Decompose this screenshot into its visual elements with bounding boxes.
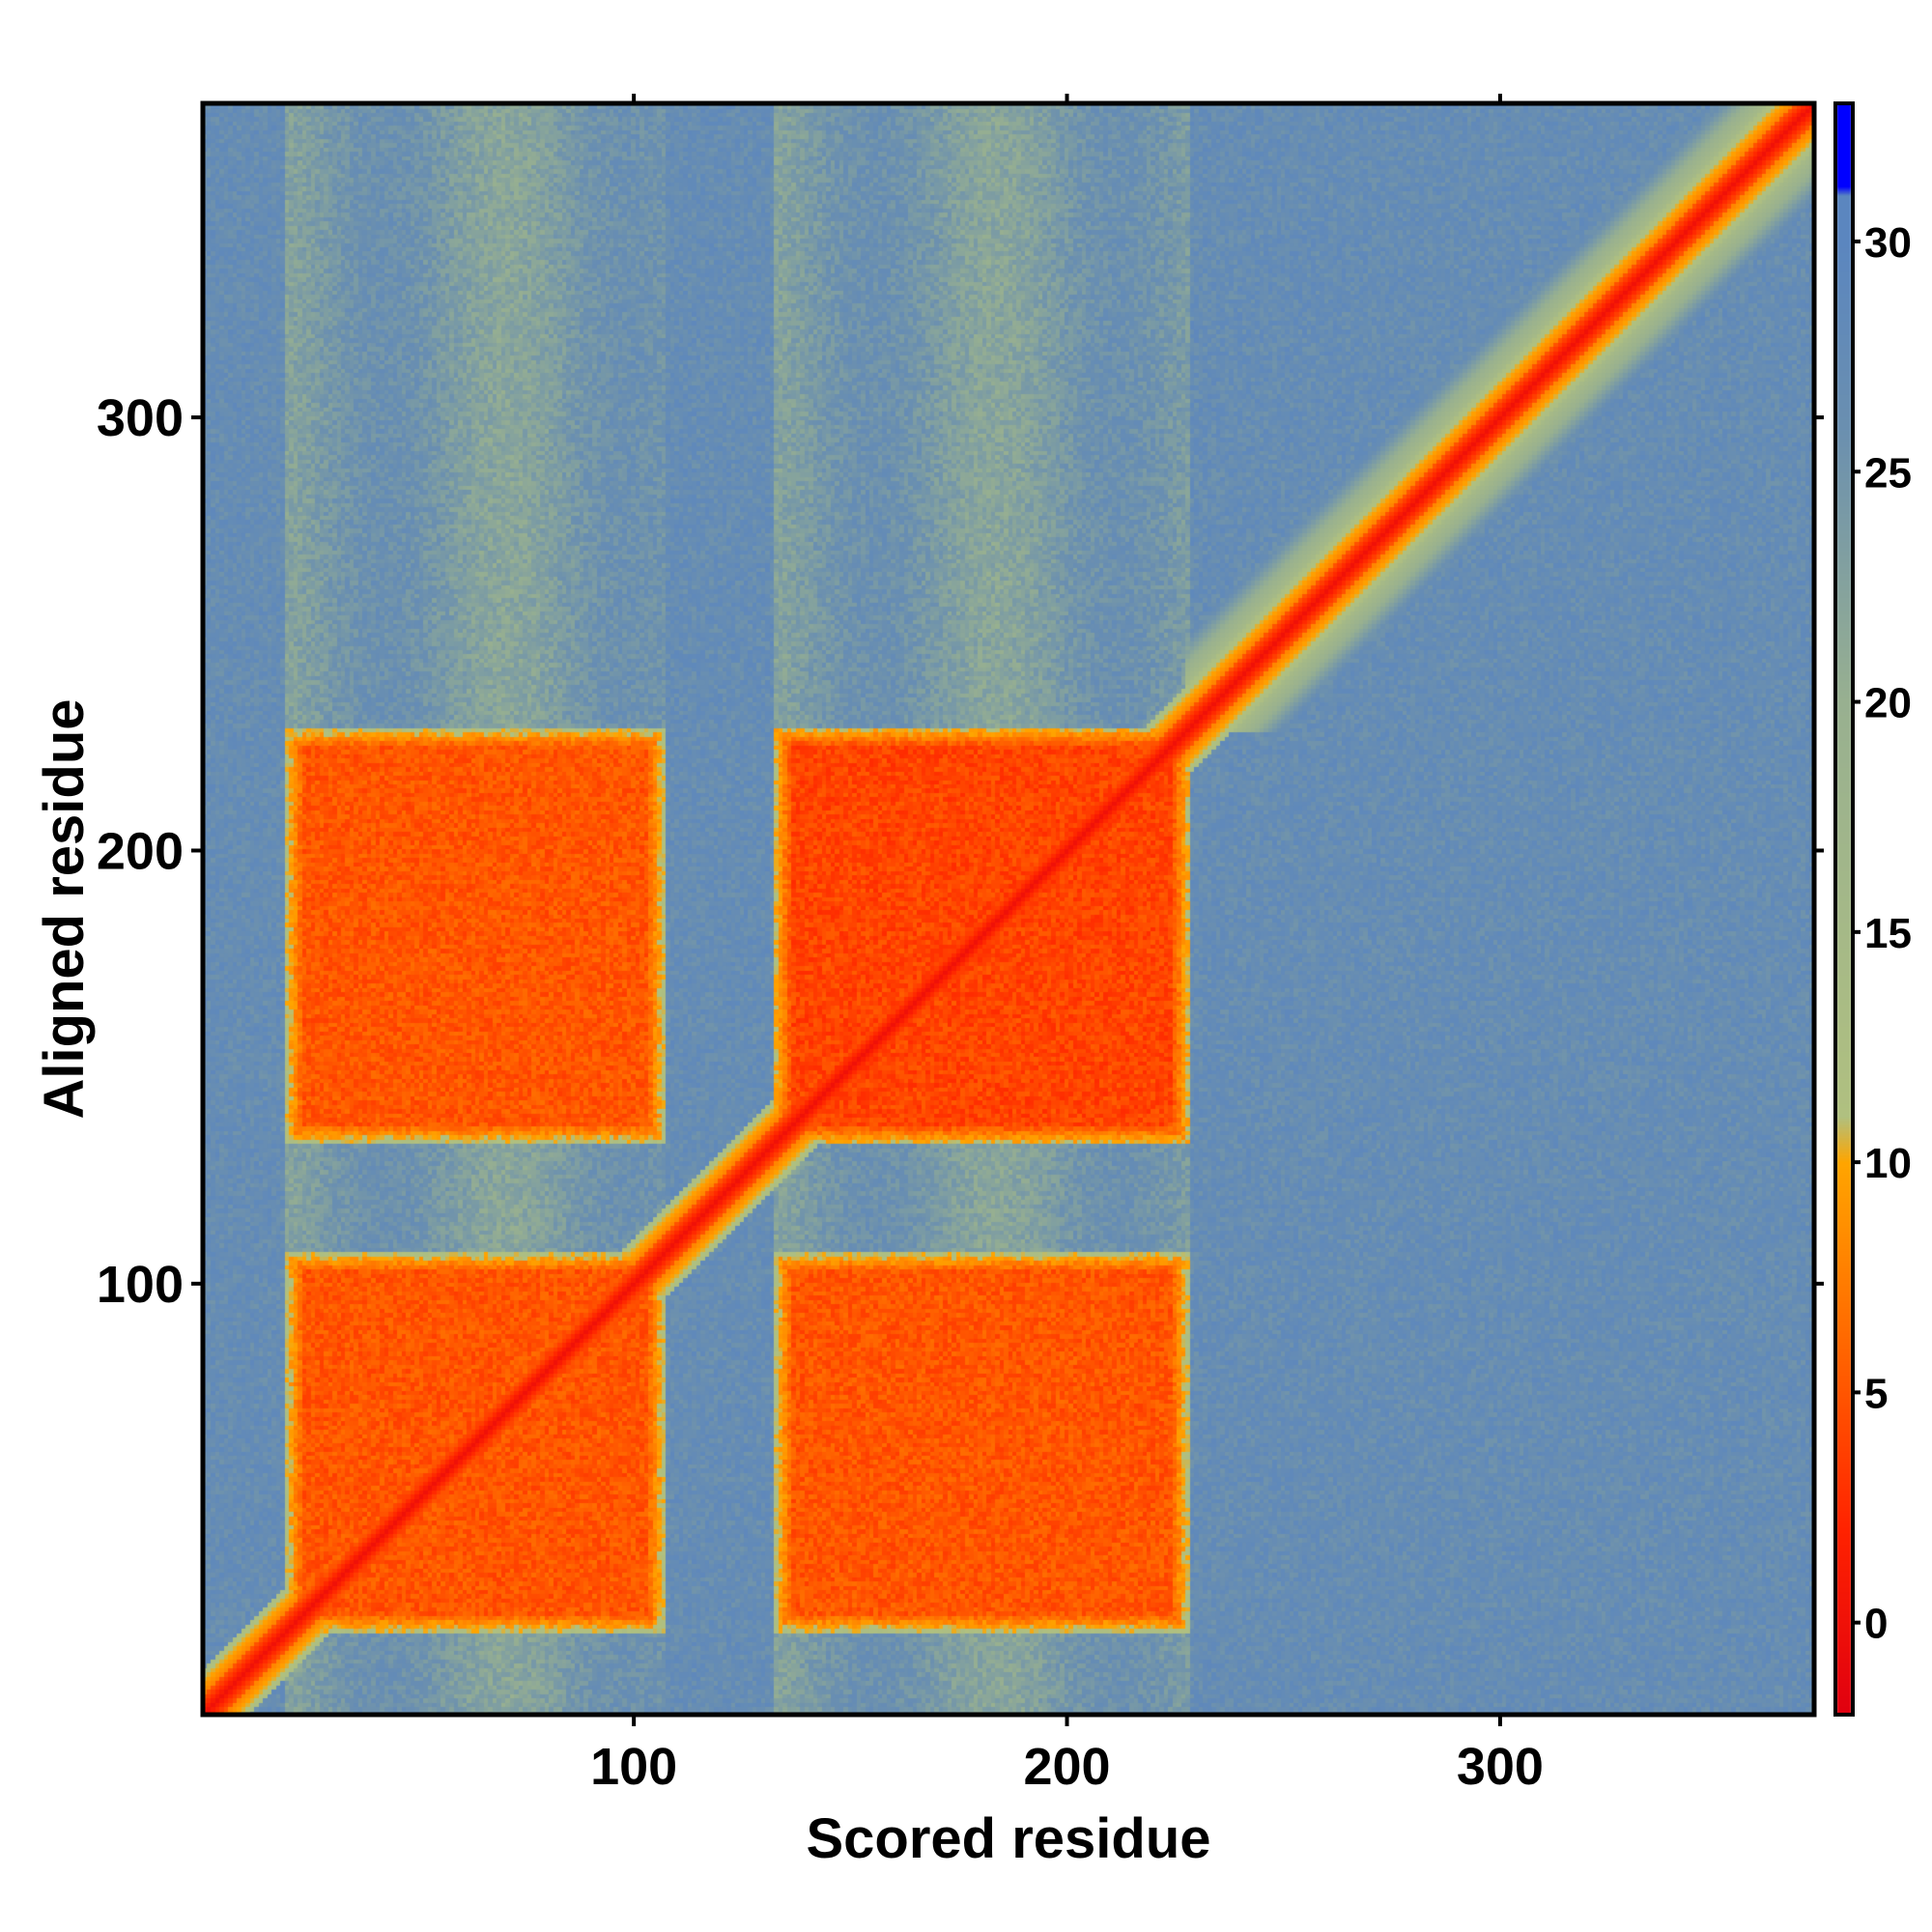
y-axis: 100 200 300	[97, 389, 1824, 1314]
y-tick-label: 100	[97, 1256, 184, 1314]
colorbar-tick-label: 25	[1864, 449, 1912, 497]
y-axis-label: Aligned residue	[33, 698, 96, 1119]
y-tick-label: 300	[97, 389, 184, 447]
x-axis-label: Scored residue	[806, 1807, 1210, 1870]
colorbar-tick-label: 20	[1864, 680, 1912, 727]
colorbar-tick-label: 15	[1864, 910, 1912, 957]
x-tick-label: 100	[590, 1738, 677, 1796]
colorbar-frame	[1833, 101, 1855, 1717]
plot-frame	[200, 100, 1817, 1718]
colorbar-tick-label: 0	[1864, 1601, 1888, 1648]
colorbar-tick-label: 10	[1864, 1140, 1912, 1187]
colorbar-tick-label: 5	[1864, 1370, 1888, 1417]
colorbar-tick-label: 30	[1864, 219, 1912, 267]
x-axis: 100 200 300	[590, 94, 1544, 1796]
x-tick-label: 300	[1457, 1738, 1544, 1796]
colorbar-axis: 0 5 10 15 20 25 30	[1853, 219, 1912, 1648]
x-tick-label: 200	[1023, 1738, 1110, 1796]
y-tick-label: 200	[97, 822, 184, 880]
